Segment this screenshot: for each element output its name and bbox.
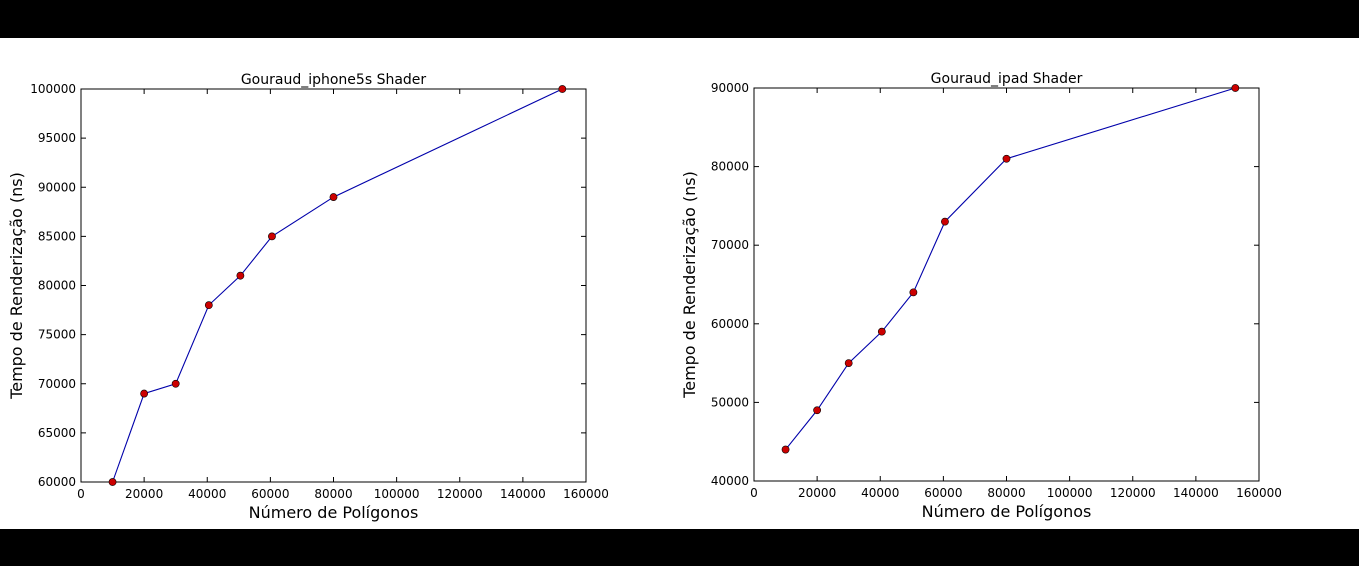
data-point [108, 478, 117, 486]
series-line [112, 88, 563, 483]
y-tick-label: 60000 [711, 317, 749, 331]
x-tick-label: 100000 [1047, 486, 1093, 500]
y-tick-label: 40000 [711, 474, 749, 488]
x-tick-label: 100000 [374, 487, 420, 501]
x-axis-label: Número de Polígonos [922, 502, 1092, 521]
x-tick-label: 60000 [924, 486, 962, 500]
data-point [140, 389, 149, 398]
series-line [785, 87, 1236, 450]
y-tick-label: 60000 [38, 475, 76, 489]
data-point [813, 406, 822, 415]
data-point [844, 359, 853, 367]
x-tick-label: 120000 [1110, 486, 1156, 500]
data-point [268, 232, 276, 241]
x-axis-label: Número de Polígonos [249, 503, 419, 522]
plot-frame [80, 88, 587, 483]
y-tick-label: 70000 [711, 238, 749, 252]
chart-gouraud-ipad: Gouraud_ipad Shader Número de Polígonos … [680, 71, 1282, 521]
chart-title: Gouraud_iphone5s Shader [241, 72, 427, 88]
x-tick-label: 140000 [500, 487, 546, 501]
y-tick-label: 80000 [38, 279, 76, 293]
plot-frame [753, 87, 1260, 482]
data-point [909, 288, 918, 297]
x-tick-label: 80000 [314, 487, 352, 501]
data-point [781, 445, 790, 454]
y-axis-label: Tempo de Renderização (ns) [7, 172, 26, 400]
data-point [1231, 84, 1240, 92]
data-point [171, 379, 180, 388]
x-tick-label: 20000 [798, 486, 836, 500]
y-tick-label: 90000 [38, 180, 76, 194]
y-tick-label: 100000 [30, 82, 76, 96]
x-tick-label: 60000 [251, 487, 289, 501]
x-tick-label: 20000 [125, 487, 163, 501]
x-tick-label: 80000 [987, 486, 1025, 500]
y-tick-label: 95000 [38, 131, 76, 145]
x-tick-label: 120000 [437, 487, 483, 501]
x-tick-label: 0 [750, 486, 758, 500]
x-tick-label: 40000 [188, 487, 226, 501]
data-point [558, 85, 567, 93]
y-tick-label: 90000 [711, 81, 749, 95]
data-point [877, 327, 886, 336]
charts-svg: Gouraud_iphone5s Shader Número de Polígo… [7, 71, 1282, 522]
data-point [204, 301, 213, 310]
x-tick-label: 0 [77, 487, 85, 501]
y-tick-label: 80000 [711, 160, 749, 174]
y-tick-label: 50000 [711, 395, 749, 409]
y-tick-label: 65000 [38, 426, 76, 440]
figure-canvas: Gouraud_iphone5s Shader Número de Polígo… [0, 38, 1359, 529]
data-point [329, 193, 338, 201]
x-tick-label: 160000 [563, 487, 609, 501]
y-tick-label: 85000 [38, 229, 76, 243]
chart-gouraud-iphone5s: Gouraud_iphone5s Shader Número de Polígo… [7, 72, 609, 522]
x-tick-label: 160000 [1236, 486, 1282, 500]
y-axis-label: Tempo de Renderização (ns) [680, 171, 699, 399]
y-tick-label: 70000 [38, 377, 76, 391]
data-point [941, 217, 949, 226]
data-point [236, 271, 245, 280]
x-tick-label: 40000 [861, 486, 899, 500]
data-point [1002, 154, 1011, 163]
chart-title: Gouraud_ipad Shader [931, 71, 1083, 87]
x-tick-label: 140000 [1173, 486, 1219, 500]
y-tick-label: 75000 [38, 328, 76, 342]
